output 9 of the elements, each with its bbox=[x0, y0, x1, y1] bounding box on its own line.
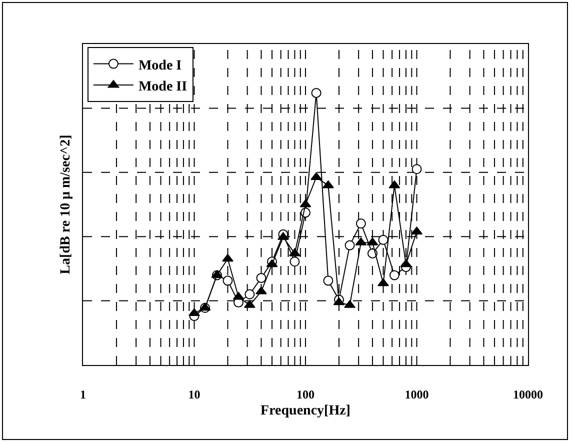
x-tick-label: 10000 bbox=[513, 387, 543, 402]
x-axis-title: Frequency[Hz] bbox=[260, 404, 350, 419]
x-tick-label: 100 bbox=[296, 387, 314, 402]
legend-label: Mode I bbox=[138, 58, 182, 74]
x-tick-label: 10 bbox=[188, 387, 200, 402]
y-axis-title: La[dB re 10 μ m/sec^2] bbox=[58, 134, 74, 274]
x-tick-label: 1 bbox=[80, 387, 86, 402]
legend-label: Mode II bbox=[138, 79, 188, 94]
x-tick-label: 1000 bbox=[404, 387, 429, 402]
